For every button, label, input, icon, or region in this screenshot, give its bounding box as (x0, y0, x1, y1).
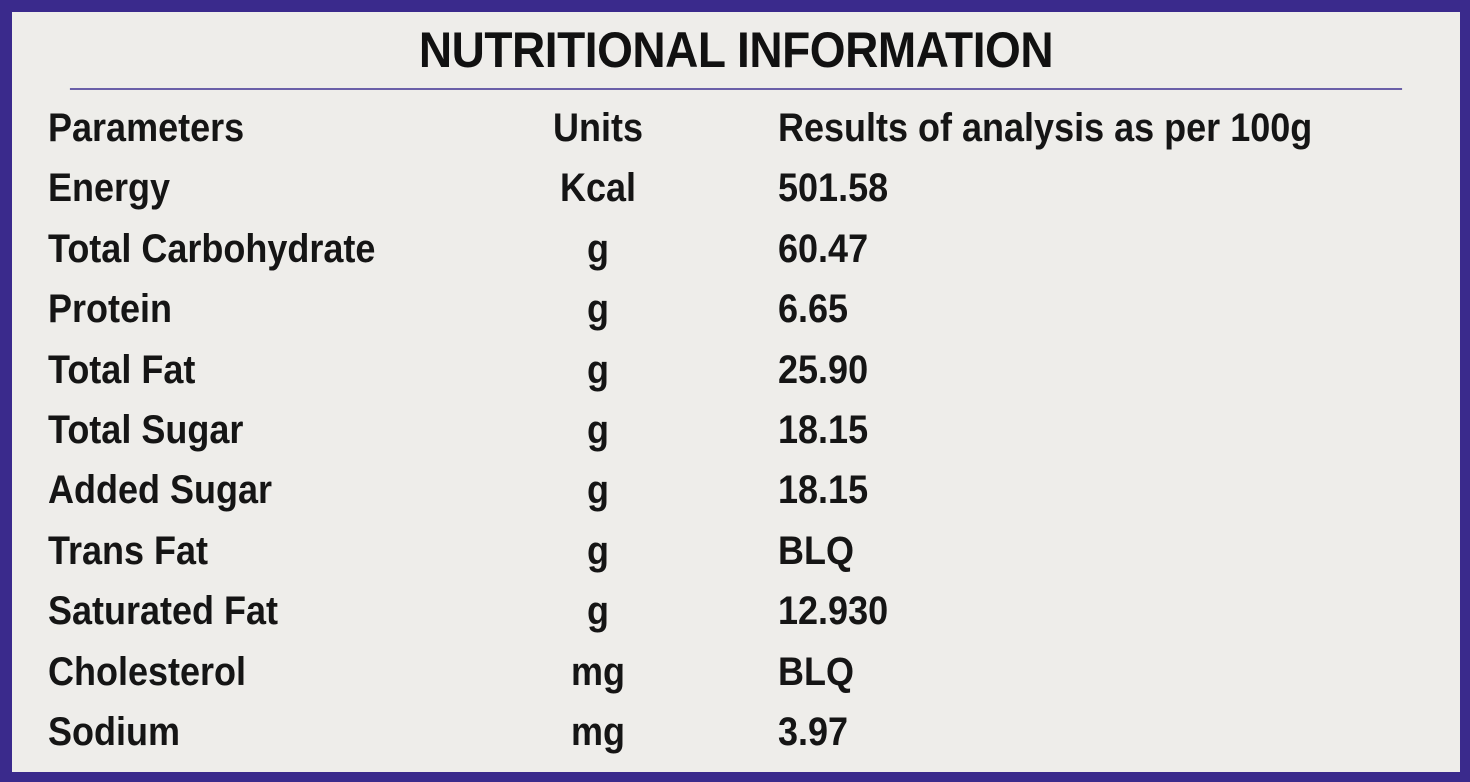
row-unit: g (587, 407, 609, 452)
table-row: Trans Fat g BLQ (12, 523, 1460, 583)
row-result: 18.15 (778, 468, 869, 513)
table-row: Total Fat g 25.90 (12, 342, 1460, 402)
table-row: Total Sugar g 18.15 (12, 402, 1460, 462)
row-unit: g (587, 287, 609, 332)
table-row: Added Sugar g 18.15 (12, 462, 1460, 522)
table-row: Energy Kcal 501.58 (12, 160, 1460, 220)
row-unit: g (587, 468, 609, 513)
row-unit: g (587, 226, 609, 271)
row-parameter: Protein (48, 287, 173, 332)
table-header-row: Parameters Units Results of analysis as … (12, 100, 1460, 160)
row-result: 6.65 (778, 287, 849, 332)
panel-title: NUTRITIONAL INFORMATION (69, 12, 1403, 90)
row-parameter: Cholesterol (48, 649, 247, 694)
nutrition-panel: NUTRITIONAL INFORMATION Parameters Units… (12, 12, 1460, 772)
row-parameter: Total Fat (48, 347, 196, 392)
header-parameters: Parameters (48, 106, 245, 150)
table-row: Saturated Fat g 12.930 (12, 583, 1460, 643)
table-row: Sodium mg 3.97 (12, 704, 1460, 764)
row-result: 18.15 (778, 407, 869, 452)
row-parameter: Total Sugar (48, 407, 244, 452)
row-parameter: Sodium (48, 709, 181, 754)
header-results: Results of analysis as per 100g (778, 106, 1313, 150)
row-unit: Kcal (559, 166, 637, 211)
row-result: 60.47 (778, 226, 869, 271)
row-unit: g (587, 528, 609, 573)
table-row: Cholesterol mg BLQ (12, 644, 1460, 704)
row-unit: g (587, 347, 609, 392)
row-parameter: Trans Fat (48, 528, 209, 573)
row-result: 12.930 (778, 589, 889, 634)
header-units: Units (553, 106, 643, 150)
row-parameter: Saturated Fat (48, 589, 279, 634)
row-result: 501.58 (778, 166, 889, 211)
row-unit: g (587, 589, 609, 634)
row-parameter: Total Carbohydrate (48, 226, 376, 271)
row-unit: mg (571, 649, 625, 694)
table-row: Protein g 6.65 (12, 281, 1460, 341)
row-result: BLQ (778, 528, 854, 573)
row-result: BLQ (778, 649, 854, 694)
table-row: Total Carbohydrate g 60.47 (12, 221, 1460, 281)
row-unit: mg (571, 709, 625, 754)
row-result: 3.97 (778, 709, 849, 754)
row-parameter: Energy (48, 166, 171, 211)
nutrition-table: Parameters Units Results of analysis as … (12, 100, 1460, 764)
row-parameter: Added Sugar (48, 468, 273, 513)
row-result: 25.90 (778, 347, 869, 392)
